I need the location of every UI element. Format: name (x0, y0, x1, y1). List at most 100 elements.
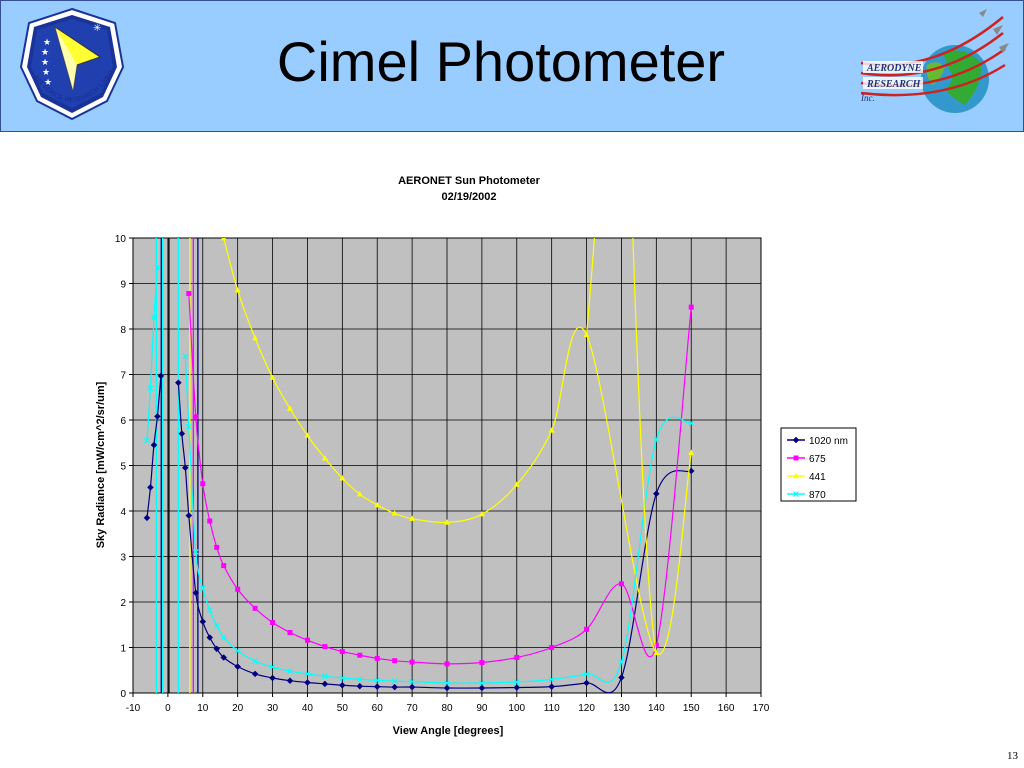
data-point (584, 626, 590, 632)
y-tick-label: 9 (120, 280, 126, 291)
y-axis-label: Sky Radiance [mW/cm^2/sr/um] (95, 381, 107, 548)
data-point (374, 677, 381, 684)
data-point (157, 372, 165, 380)
data-point (513, 684, 521, 691)
y-tick-label: 3 (120, 553, 126, 564)
data-point (287, 629, 293, 635)
legend-marker (793, 491, 799, 497)
legend-label: 1020 nm (809, 436, 848, 447)
data-point (286, 677, 294, 685)
axes: -10 0 10 20 30 40 50 60 70 80 90 100 110 120 130 140 150… (115, 234, 770, 714)
data-point (321, 673, 328, 680)
data-point (252, 605, 258, 611)
x-tick-label: 100 (508, 703, 525, 714)
svg-text:★: ★ (42, 68, 50, 78)
x-tick-label: 170 (753, 703, 770, 714)
vertical-spike-lines (155, 238, 199, 693)
y-tick-label: 10 (115, 234, 127, 245)
data-point (357, 652, 363, 658)
slide-header: ✳ ★★★ ★★ AIR FORCE RESEARCH LABORATORY C… (0, 0, 1024, 132)
x-tick-label: 140 (648, 703, 665, 714)
data-point (408, 683, 416, 691)
data-point (356, 490, 363, 497)
data-point (391, 683, 399, 691)
data-point (356, 682, 364, 690)
data-point (373, 683, 381, 690)
page-number: 13 (1007, 750, 1018, 762)
data-point (192, 589, 200, 597)
x-tick-label: 160 (718, 703, 735, 714)
data-point (304, 670, 311, 677)
y-tick-label: 4 (120, 507, 126, 518)
data-point (339, 475, 346, 481)
data-point (251, 670, 259, 678)
data-point (143, 514, 151, 522)
x-tick-label: 40 (302, 703, 314, 714)
data-point (444, 661, 450, 667)
data-point (154, 264, 161, 271)
data-point (182, 353, 189, 360)
slide-title: Cimel Photometer (276, 30, 726, 93)
series-870 (144, 264, 695, 686)
aerodyne-logo-line1: AERODYNE (866, 63, 922, 74)
y-tick-label: 1 (120, 644, 126, 655)
data-point (151, 314, 157, 321)
data-point (269, 674, 276, 682)
data-point (287, 405, 293, 411)
data-point (409, 678, 416, 685)
data-point (443, 684, 451, 692)
aerodyne-logo-line3: Inc. (860, 93, 875, 103)
sky-radiance-chart: AERONET Sun Photometer 02/19/2002 -10 0 10… (95, 175, 857, 737)
svg-text:★: ★ (44, 78, 52, 88)
data-point (206, 634, 214, 641)
data-point (304, 432, 311, 438)
x-tick-label: 10 (197, 703, 209, 714)
data-point (193, 414, 199, 420)
data-point (548, 683, 556, 690)
data-point (147, 483, 154, 491)
data-point (206, 607, 213, 614)
data-point (409, 515, 416, 521)
data-point (181, 464, 189, 472)
data-point (583, 670, 590, 677)
legend-entries: 1020 nm 675 441 870 (787, 436, 848, 501)
data-point (338, 681, 346, 689)
legend-label: 441 (809, 472, 826, 483)
data-point (478, 684, 486, 692)
data-point (270, 619, 276, 625)
data-point (213, 645, 221, 653)
x-tick-label: 50 (337, 703, 349, 714)
data-point (618, 659, 625, 665)
svg-text:★: ★ (41, 58, 49, 68)
data-point (207, 518, 213, 524)
data-point (287, 668, 293, 675)
data-point (478, 680, 485, 686)
data-point (185, 423, 192, 430)
data-point (144, 437, 150, 444)
data-point (213, 622, 220, 629)
data-point (192, 549, 199, 555)
data-point (653, 642, 659, 648)
data-point (409, 659, 415, 665)
data-point (235, 586, 241, 592)
data-point (321, 680, 329, 688)
y-tick-label: 0 (120, 689, 126, 700)
data-point (688, 420, 695, 427)
x-tick-label: 120 (578, 703, 595, 714)
data-point (252, 334, 259, 341)
x-tick-label: 60 (372, 703, 384, 714)
x-tick-label: 90 (476, 703, 488, 714)
x-tick-label: 150 (683, 703, 700, 714)
data-point (147, 385, 154, 392)
svg-text:★: ★ (43, 38, 51, 48)
series-line (223, 238, 692, 655)
legend-label: 675 (809, 454, 826, 465)
data-point (444, 519, 450, 525)
data-point (221, 563, 227, 569)
data-point (214, 544, 220, 550)
y-tick-label: 6 (120, 416, 126, 427)
data-point (513, 481, 520, 487)
svg-text:★: ★ (41, 48, 49, 58)
data-point (653, 436, 660, 443)
legend-marker (792, 436, 800, 444)
